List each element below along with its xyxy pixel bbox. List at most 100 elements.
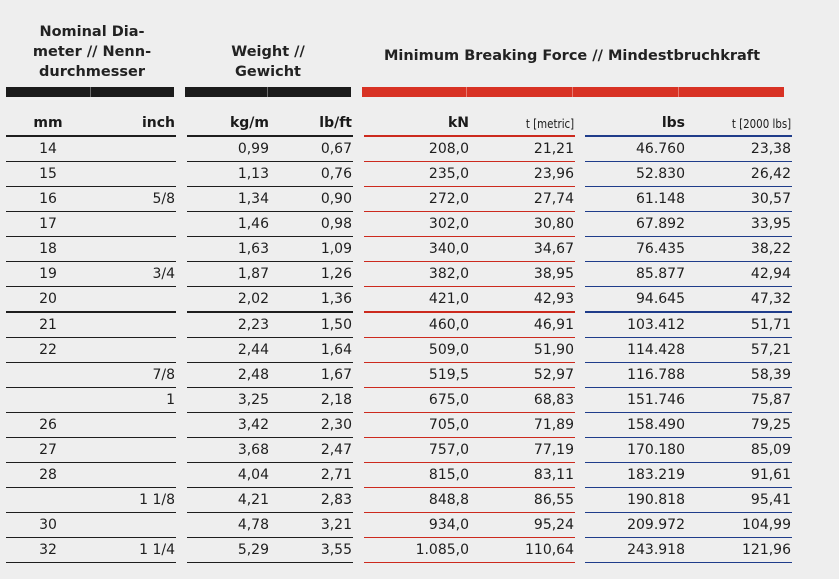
cell-t-2000lbs: 58,39	[686, 362, 792, 388]
cell-lb-per-ft: 2,30	[270, 412, 353, 438]
breaking-force-group-heading: Minimum Breaking Force // Mindestbruchkr…	[383, 48, 761, 64]
cell-inch	[91, 236, 176, 262]
cell-lb-per-ft: 0,67	[270, 136, 353, 162]
cell-t-2000lbs: 42,94	[686, 261, 792, 287]
cell-lb-per-ft: 0,98	[270, 211, 353, 237]
col-header-lbs: lbs	[585, 111, 686, 137]
cell-lbs: 190.818	[585, 487, 686, 513]
cell-t-2000lbs: 85,09	[686, 437, 792, 463]
cell-kg-per-m: 4,78	[187, 512, 270, 538]
cell-mm: 26	[6, 412, 91, 438]
table-row: 20 2,02 1,36 421,0 42,93 94.645 47,32	[6, 286, 792, 313]
cell-t-metric: 77,19	[470, 437, 575, 463]
cell-lbs: 67.892	[585, 211, 686, 237]
table-row: 1 1/8 4,21 2,83 848,8 86,55 190.818 95,41	[6, 487, 792, 513]
cell-kn: 705,0	[364, 412, 470, 438]
cell-t-metric: 86,55	[470, 487, 575, 513]
cell-kn: 675,0	[364, 387, 470, 413]
cell-t-2000lbs: 95,41	[686, 487, 792, 513]
cell-lb-per-ft: 3,55	[270, 537, 353, 563]
cell-lb-per-ft: 1,64	[270, 337, 353, 363]
weight-group-heading: Weight // Gewicht	[231, 44, 305, 80]
cell-kg-per-m: 2,23	[187, 312, 270, 338]
cell-t-2000lbs: 23,38	[686, 136, 792, 162]
cell-t-2000lbs: 121,96	[686, 537, 792, 563]
diameter-group-bar	[6, 87, 174, 97]
cell-lbs: 209.972	[585, 512, 686, 538]
table-row: 22 2,44 1,64 509,0 51,90 114.428 57,21	[6, 337, 792, 363]
col-header-t-metric: t [metric]	[488, 111, 575, 137]
cell-t-2000lbs: 51,71	[686, 312, 792, 338]
cell-kg-per-m: 4,04	[187, 462, 270, 488]
cell-kg-per-m: 3,25	[187, 387, 270, 413]
cell-kg-per-m: 0,99	[187, 136, 270, 162]
cell-inch: 1	[91, 387, 176, 413]
table-row: 14 0,99 0,67 208,0 21,21 46.760 23,38	[6, 136, 792, 162]
cell-kg-per-m: 4,21	[187, 487, 270, 513]
cell-t-metric: 21,21	[470, 136, 575, 162]
cell-mm: 28	[6, 462, 91, 488]
cell-t-metric: 110,64	[470, 537, 575, 563]
cell-mm	[6, 362, 91, 388]
col-header-lb-per-ft: lb/ft	[270, 111, 353, 137]
cell-lb-per-ft: 1,67	[270, 362, 353, 388]
cell-kn: 235,0	[364, 161, 470, 187]
cell-lb-per-ft: 0,76	[270, 161, 353, 187]
cell-kn: 815,0	[364, 462, 470, 488]
cell-t-metric: 27,74	[470, 186, 575, 212]
table-row: 15 1,13 0,76 235,0 23,96 52.830 26,42	[6, 161, 792, 187]
cell-t-metric: 23,96	[470, 161, 575, 187]
cell-mm: 22	[6, 337, 91, 363]
cell-mm	[6, 387, 91, 413]
cell-lbs: 85.877	[585, 261, 686, 287]
cell-mm	[6, 487, 91, 513]
cell-lb-per-ft: 2,71	[270, 462, 353, 488]
cell-mm: 21	[6, 312, 91, 338]
cell-kn: 421,0	[364, 286, 470, 313]
breaking-force-group-bar	[362, 87, 784, 97]
table-row: 18 1,63 1,09 340,0 34,67 76.435 38,22	[6, 236, 792, 262]
cell-kg-per-m: 5,29	[187, 537, 270, 563]
cell-lbs: 243.918	[585, 537, 686, 563]
cell-lbs: 170.180	[585, 437, 686, 463]
cell-inch: 3/4	[91, 261, 176, 287]
cell-kn: 848,8	[364, 487, 470, 513]
cell-kn: 382,0	[364, 261, 470, 287]
cell-t-2000lbs: 30,57	[686, 186, 792, 212]
cell-t-2000lbs: 75,87	[686, 387, 792, 413]
cell-inch	[91, 512, 176, 538]
cell-t-metric: 30,80	[470, 211, 575, 237]
col-header-kn: kN	[364, 111, 470, 137]
cell-inch	[91, 211, 176, 237]
cell-t-2000lbs: 104,99	[686, 512, 792, 538]
col-header-t-2000lbs: t [2000 lbs]	[705, 111, 792, 137]
table-row: 32 1 1/4 5,29 3,55 1.085,0 110,64 243.918 121,9…	[6, 537, 792, 563]
cell-mm: 16	[6, 186, 91, 212]
cell-mm: 30	[6, 512, 91, 538]
cell-lbs: 183.219	[585, 462, 686, 488]
cell-lb-per-ft: 1,09	[270, 236, 353, 262]
cell-t-metric: 46,91	[470, 312, 575, 338]
cell-kg-per-m: 3,42	[187, 412, 270, 438]
cell-inch: 5/8	[91, 186, 176, 212]
chain-spec-table: mm inch kg/m lb/ft kN t [metric] lbs t […	[6, 111, 792, 563]
cell-kg-per-m: 3,68	[187, 437, 270, 463]
cell-kn: 519,5	[364, 362, 470, 388]
cell-t-metric: 34,67	[470, 236, 575, 262]
table-row: 27 3,68 2,47 757,0 77,19 170.180 85,09	[6, 437, 792, 463]
cell-kg-per-m: 1,13	[187, 161, 270, 187]
col-header-inch: inch	[91, 111, 176, 137]
weight-group-bar	[185, 87, 351, 97]
cell-t-metric: 51,90	[470, 337, 575, 363]
cell-t-metric: 83,11	[470, 462, 575, 488]
table-body: 14 0,99 0,67 208,0 21,21 46.760 23,38 15 1,13 0,7…	[6, 136, 792, 563]
cell-lbs: 151.746	[585, 387, 686, 413]
table-row: 26 3,42 2,30 705,0 71,89 158.490 79,25	[6, 412, 792, 438]
cell-lbs: 114.428	[585, 337, 686, 363]
cell-kn: 934,0	[364, 512, 470, 538]
cell-t-metric: 95,24	[470, 512, 575, 538]
cell-inch	[91, 437, 176, 463]
table-row: 16 5/8 1,34 0,90 272,0 27,74 61.148 30,57	[6, 186, 792, 212]
cell-lb-per-ft: 2,47	[270, 437, 353, 463]
col-header-kg-per-m: kg/m	[187, 111, 270, 137]
